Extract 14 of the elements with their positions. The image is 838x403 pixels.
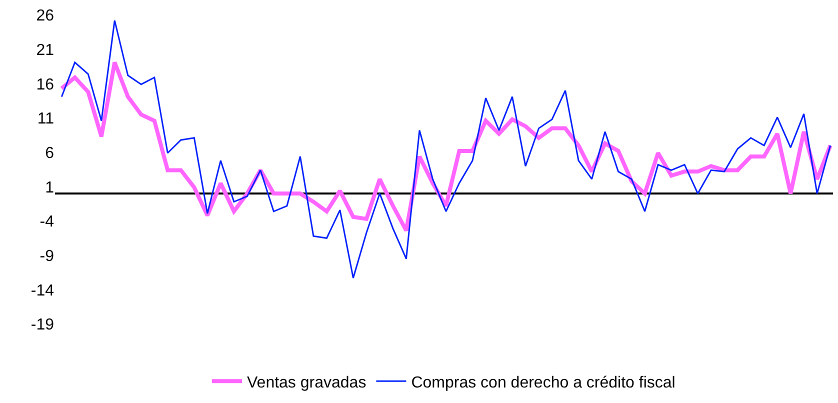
legend-label: Compras con derecho a crédito fiscal (411, 374, 676, 392)
y-tick-label: -14 (30, 282, 54, 300)
y-tick-label: 6 (45, 144, 54, 162)
y-tick-label: 11 (37, 110, 54, 128)
line-series (60, 60, 832, 233)
y-tick-label: 1 (45, 179, 54, 196)
y-tick-label: 21 (36, 42, 54, 59)
y-tick-label: 26 (36, 8, 54, 25)
line-series (60, 20, 832, 279)
legend-label: Ventas gravadas (247, 374, 366, 392)
y-tick-label: -4 (40, 214, 54, 231)
y-tick-label: -9 (40, 248, 54, 265)
y-tick-label: -19 (30, 316, 54, 334)
y-tick-label: 16 (36, 76, 54, 94)
